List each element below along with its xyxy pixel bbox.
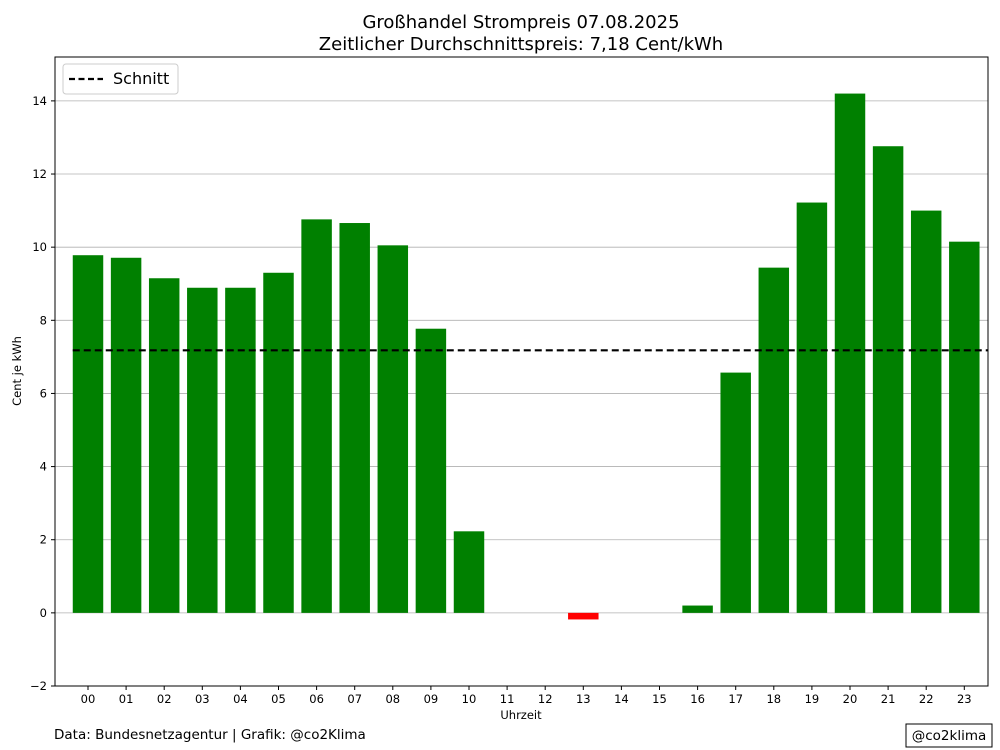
y-tick-label: 12 [32,167,47,181]
bar-16 [682,605,713,613]
y-axis-ticks: −2 0 2 4 6 8 10 12 14 [30,94,55,693]
x-tick-label: 19 [805,692,820,706]
bar-10 [453,531,485,613]
y-tick-label: 10 [32,240,47,254]
footer-source: Data: Bundesnetzagentur | Grafik: @co2Kl… [54,727,366,743]
bar-13 [568,612,599,620]
bar-17 [720,372,751,613]
x-tick-label: 08 [385,692,400,706]
x-tick-label: 03 [195,692,210,706]
x-tick-label: 02 [157,692,172,706]
bar-21 [872,146,904,613]
footer-badge-box [905,723,993,748]
footer-badge-text: @co2klima [912,728,987,744]
x-tick-label: 04 [233,692,248,706]
y-tick-label: 4 [40,460,47,474]
bars-layer [72,93,980,620]
bar-00 [72,255,104,613]
x-tick-label: 00 [81,692,96,706]
y-tick-label: 0 [40,606,47,620]
x-axis-label: Uhrzeit [500,708,542,722]
legend: Schnitt [62,63,179,95]
bar-07 [339,223,370,613]
x-tick-label: 13 [576,692,591,706]
x-tick-label: 17 [728,692,743,706]
bar-01 [110,257,142,613]
x-tick-label: 06 [309,692,324,706]
x-tick-label: 16 [690,692,705,706]
x-tick-label: 12 [538,692,553,706]
x-tick-label: 10 [462,692,477,706]
bar-03 [187,287,218,613]
x-tick-label: 21 [881,692,896,706]
x-tick-label: 20 [843,692,858,706]
bar-04 [225,287,256,613]
bar-02 [148,278,180,613]
x-tick-label: 05 [271,692,286,706]
x-tick-label: 11 [500,692,515,706]
plot-frame [54,56,989,687]
bar-20 [834,93,866,613]
y-tick-label: 8 [40,313,47,327]
y-axis-label: Cent je kWh [10,336,24,406]
bar-09 [415,328,447,613]
x-tick-label: 23 [957,692,972,706]
y-tick-label: 14 [32,94,47,108]
legend-label: Schnitt [113,69,169,88]
x-tick-label: 14 [614,692,629,706]
chart-subtitle: Zeitlicher Durchschnittspreis: 7,18 Cent… [319,34,723,55]
bar-05 [263,272,294,613]
x-tick-label: 07 [347,692,362,706]
bar-08 [377,245,409,613]
x-tick-label: 15 [652,692,667,706]
chart-title: Großhandel Strompreis 07.08.2025 [362,12,679,33]
bar-19 [796,202,828,613]
bar-23 [949,241,980,613]
y-tick-label: 2 [40,533,47,547]
x-tick-label: 01 [119,692,134,706]
y-tick-label: −2 [30,679,47,693]
y-tick-label: 6 [40,386,47,400]
footer-badge: @co2klima [905,723,993,748]
x-axis-ticks: 00 01 02 03 04 05 06 07 08 09 10 11 12 13 14 15 16 17 18 19… [81,686,972,706]
bar-06 [301,219,332,613]
legend-box [62,63,179,95]
x-tick-label: 22 [919,692,934,706]
x-tick-label: 09 [424,692,439,706]
bar-18 [758,267,790,613]
bar-22 [910,210,942,613]
x-tick-label: 18 [766,692,781,706]
